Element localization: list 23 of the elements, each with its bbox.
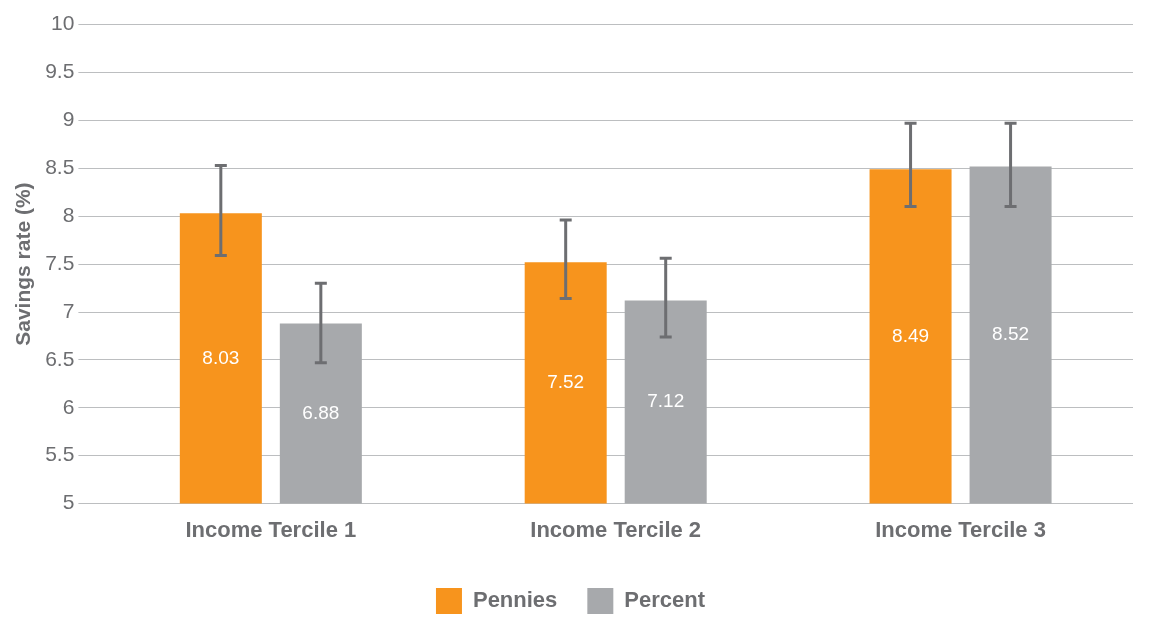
data-label: 8.52 — [992, 323, 1030, 345]
y-tick-label: 7.5 — [45, 250, 75, 274]
legend-label: Percent — [624, 587, 706, 613]
x-tick-label: Income Tercile 1 — [185, 516, 357, 542]
x-tick-label: Income Tercile 2 — [530, 516, 702, 542]
y-tick-label: 8.5 — [45, 155, 75, 179]
y-tick-label: 7 — [62, 298, 75, 322]
y-tick-label: 9 — [62, 107, 75, 131]
y-axis-title: Savings rate (%) — [11, 182, 35, 346]
data-label: 7.52 — [547, 371, 585, 393]
legend-label: Pennies — [472, 587, 558, 613]
y-tick-label: 5 — [62, 490, 75, 514]
y-tick-label: 10 — [51, 11, 75, 35]
y-tick-label: 6.5 — [45, 346, 75, 370]
data-label: 8.03 — [202, 346, 240, 368]
y-tick-label: 8 — [62, 203, 75, 226]
data-label: 8.49 — [892, 324, 930, 346]
y-tick-label: 6 — [62, 394, 75, 418]
y-tick-label: 9.5 — [45, 59, 75, 83]
data-label: 6.88 — [302, 401, 340, 423]
data-label: 7.12 — [647, 390, 685, 412]
x-tick-label: Income Tercile 3 — [875, 516, 1046, 542]
y-tick-label: 5.5 — [45, 442, 75, 466]
